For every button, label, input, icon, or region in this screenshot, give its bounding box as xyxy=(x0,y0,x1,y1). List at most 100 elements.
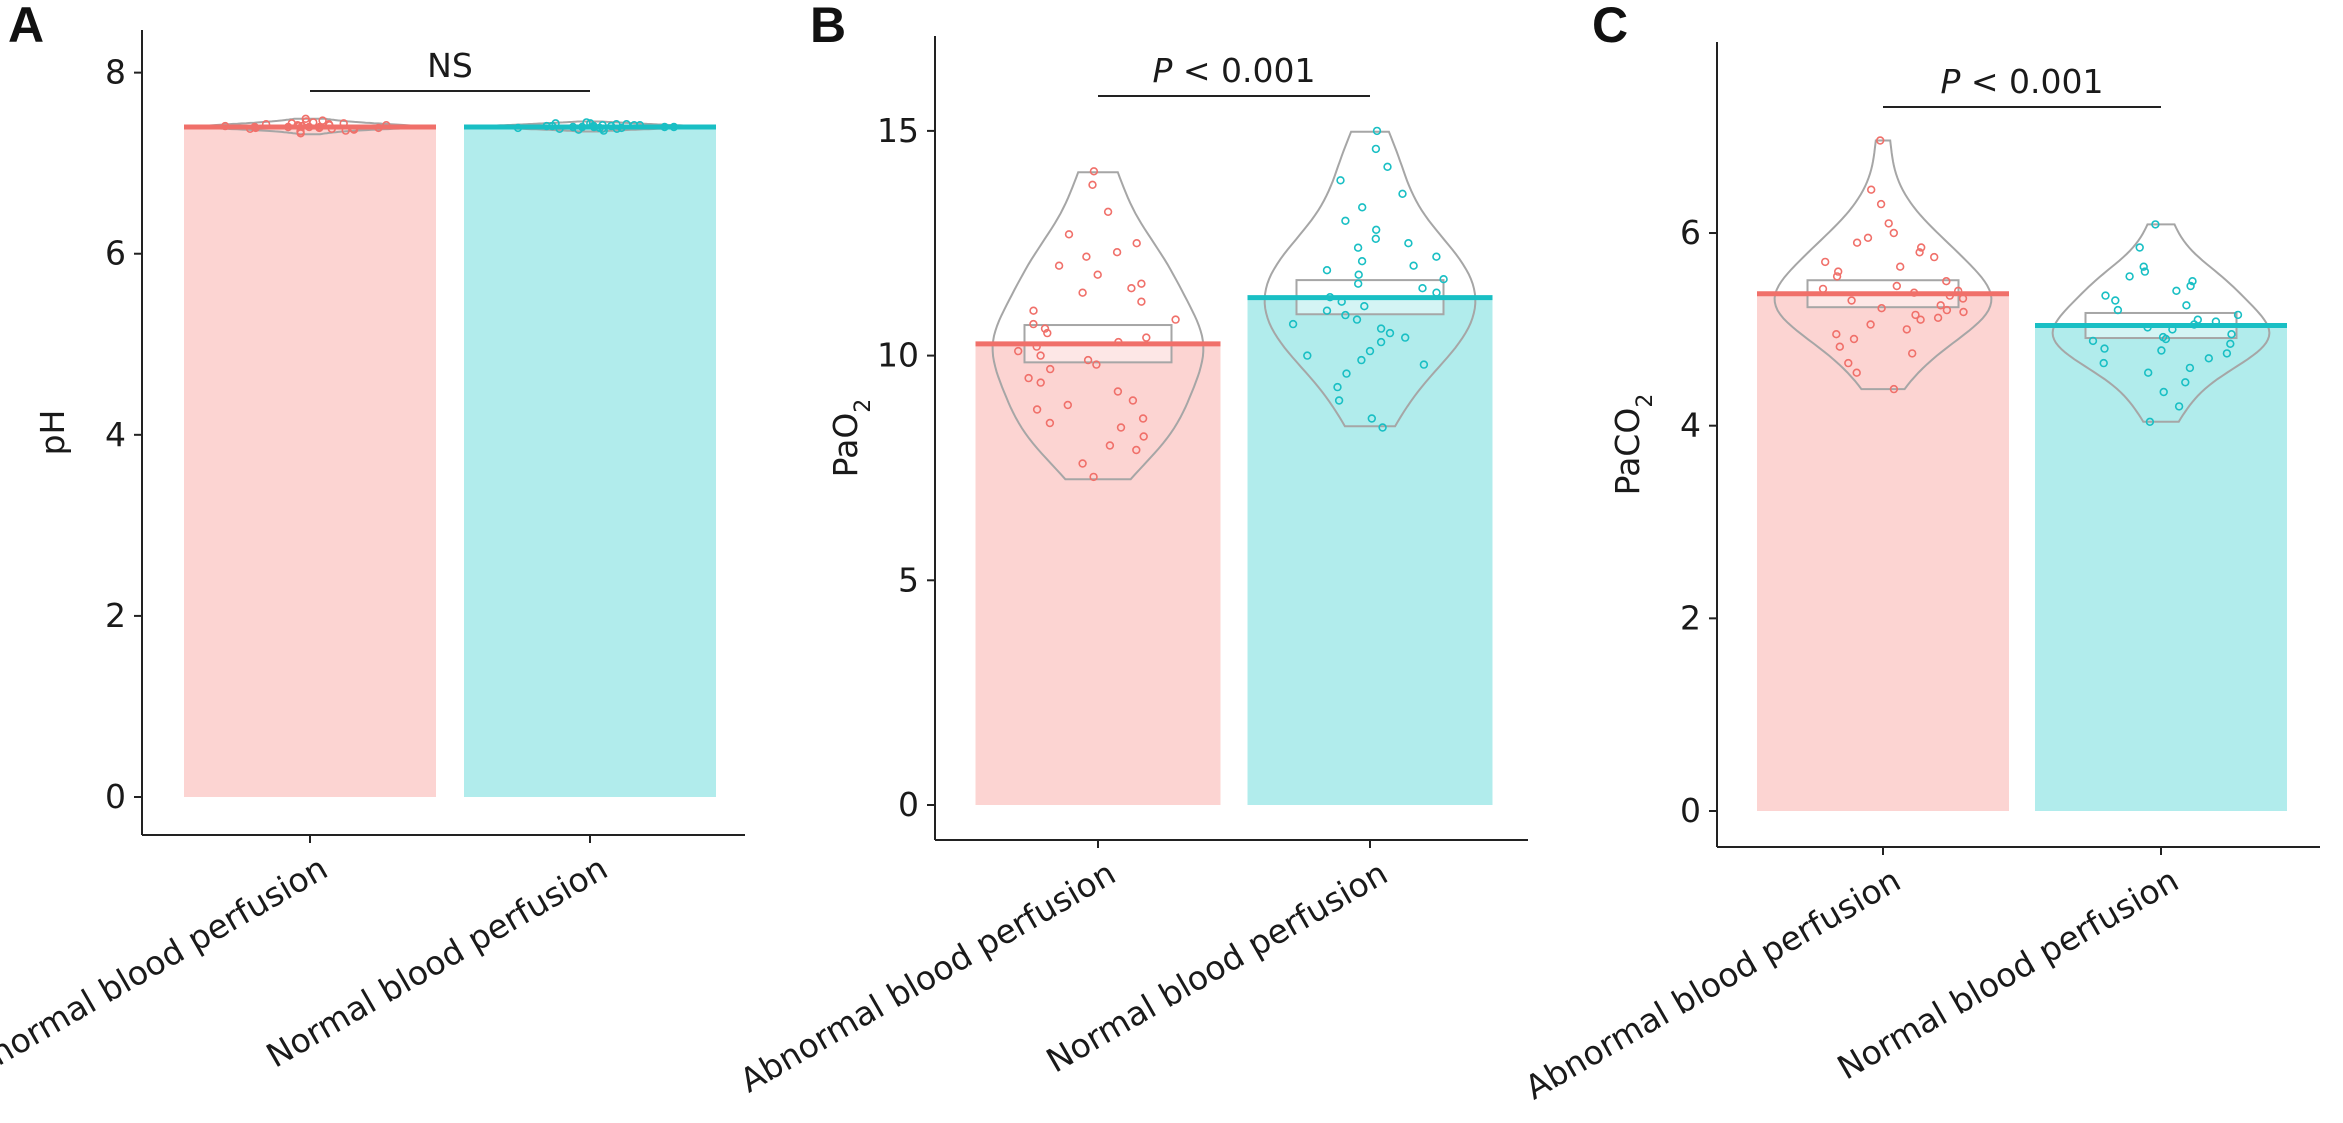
panel-letter: C xyxy=(1592,0,1628,53)
y-tick-label: 2 xyxy=(105,596,126,635)
point-abnormal xyxy=(1138,414,1148,423)
point-normal xyxy=(1383,162,1392,172)
point-normal xyxy=(1303,351,1312,360)
point-abnormal xyxy=(1844,358,1853,368)
point-abnormal xyxy=(1088,180,1097,190)
violin-abnormal xyxy=(991,171,1205,481)
point-normal xyxy=(2144,368,2153,377)
point-abnormal xyxy=(1113,387,1123,396)
point-abnormal xyxy=(1852,238,1862,247)
point-abnormal xyxy=(1933,313,1943,322)
point-normal xyxy=(1354,270,1363,279)
point-abnormal xyxy=(1847,296,1856,305)
point-abnormal xyxy=(1040,324,1050,333)
violin-abnormal xyxy=(1773,139,1993,391)
point-abnormal xyxy=(1092,360,1101,369)
y-tick-label: 2 xyxy=(1680,598,1701,637)
y-tick-label: 15 xyxy=(877,111,919,150)
point-abnormal xyxy=(1907,349,1917,358)
y-tick-label: 0 xyxy=(105,777,126,816)
point-normal xyxy=(2088,336,2098,346)
point-normal xyxy=(1376,337,1386,347)
point-abnormal xyxy=(1832,272,1842,281)
point-normal xyxy=(2151,220,2160,229)
point-abnormal xyxy=(1876,199,1886,209)
point-normal xyxy=(2159,387,2168,397)
point-abnormal xyxy=(1832,330,1841,339)
point-abnormal xyxy=(296,129,305,138)
point-abnormal xyxy=(1137,279,1146,288)
significance-label: P < 0.001 xyxy=(1152,51,1315,90)
point-abnormal xyxy=(1132,445,1141,455)
point-abnormal xyxy=(1029,319,1038,329)
point-normal xyxy=(1360,302,1369,311)
point-abnormal xyxy=(1036,351,1045,360)
significance-label: NS xyxy=(427,46,473,85)
point-normal xyxy=(2186,281,2195,291)
y-axis-label: PaO2 xyxy=(826,399,876,478)
point-normal xyxy=(1352,315,1362,324)
point-abnormal xyxy=(1137,297,1146,306)
point-normal xyxy=(1385,328,1395,338)
point-abnormal xyxy=(1942,277,1951,286)
point-abnormal xyxy=(1083,355,1093,365)
point-abnormal xyxy=(1849,334,1859,344)
point-abnormal xyxy=(1032,405,1042,414)
bar-normal xyxy=(1247,297,1493,805)
point-abnormal xyxy=(1171,315,1180,324)
point-abnormal xyxy=(1116,423,1126,432)
point-abnormal xyxy=(1942,305,1952,315)
bar-abnormal xyxy=(184,126,436,798)
point-normal xyxy=(1342,369,1351,378)
point-abnormal xyxy=(1029,306,1038,315)
point-normal xyxy=(1357,355,1366,365)
point-normal xyxy=(1357,257,1367,266)
point-normal xyxy=(2222,349,2232,358)
point-abnormal xyxy=(1078,288,1087,297)
point-normal xyxy=(1372,126,1382,136)
point-abnormal xyxy=(1064,230,1074,239)
point-abnormal xyxy=(1833,267,1843,276)
point-abnormal xyxy=(1866,320,1875,329)
point-normal xyxy=(2101,291,2110,300)
point-abnormal xyxy=(1045,364,1055,374)
point-normal xyxy=(1376,324,1386,333)
y-axis-label: pH xyxy=(33,410,72,456)
bar-abnormal xyxy=(1757,293,2009,811)
point-normal xyxy=(2188,277,2197,286)
y-tick-label: 0 xyxy=(898,785,919,824)
point-abnormal xyxy=(1054,261,1064,270)
point-abnormal xyxy=(1103,207,1113,217)
point-normal xyxy=(2139,262,2148,271)
y-axis-label: PaCO2 xyxy=(1608,394,1658,496)
point-normal xyxy=(2140,267,2150,276)
y-tick-label: 10 xyxy=(877,336,919,375)
point-abnormal xyxy=(1036,378,1045,387)
point-normal xyxy=(1378,423,1387,432)
point-normal xyxy=(1419,360,1429,369)
point-normal xyxy=(1353,279,1363,288)
point-abnormal xyxy=(1078,459,1087,468)
point-abnormal xyxy=(1820,257,1830,267)
point-normal xyxy=(2158,332,2168,342)
point-abnormal xyxy=(1089,167,1099,176)
point-normal xyxy=(1365,346,1375,356)
point-abnormal xyxy=(1835,342,1845,351)
point-abnormal xyxy=(1132,239,1141,248)
point-abnormal xyxy=(1915,248,1924,257)
point-abnormal xyxy=(1877,304,1886,313)
point-abnormal xyxy=(1884,219,1893,228)
point-normal xyxy=(2145,417,2155,426)
point-normal xyxy=(2157,346,2166,355)
point-abnormal xyxy=(1112,248,1122,257)
point-normal xyxy=(1418,284,1427,293)
point-abnormal xyxy=(1863,233,1873,243)
point-abnormal xyxy=(1105,441,1115,450)
point-abnormal xyxy=(1043,328,1052,338)
panel-letter: A xyxy=(8,0,44,53)
point-normal xyxy=(1333,382,1342,392)
point-normal xyxy=(1371,225,1381,235)
